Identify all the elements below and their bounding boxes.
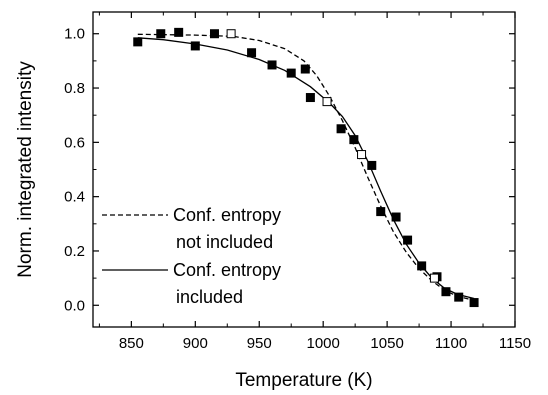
filled-square-point: [349, 135, 359, 145]
x-tick-label: 1150: [499, 335, 531, 352]
y-tick-label: 0.0: [64, 297, 85, 314]
x-tick-label: 1050: [370, 335, 403, 352]
filled-square-point: [441, 287, 451, 297]
filled-square-point: [174, 27, 184, 37]
plot-frame: [92, 11, 516, 328]
filled-square-point: [336, 124, 346, 134]
filled-square-point: [286, 68, 296, 78]
y-tick-label: 0.2: [64, 243, 85, 260]
y-tick-label: 0.4: [64, 189, 85, 206]
filled-square-point: [367, 160, 377, 170]
open-square-point: [322, 97, 332, 107]
filled-square-point: [454, 292, 464, 302]
filled-square-point: [305, 93, 315, 103]
y-tick-label: 0.6: [64, 134, 85, 151]
x-tick-label: 850: [119, 335, 144, 352]
x-tick-label: 950: [247, 335, 272, 352]
x-tick-label: 1100: [435, 335, 467, 352]
open-square-point: [357, 150, 367, 160]
filled-square-point: [417, 261, 427, 271]
filled-square-point: [300, 64, 310, 74]
y-axis-label: Norm. integrated intensity: [15, 61, 36, 278]
filled-square-point: [469, 298, 479, 308]
axes-layer: 850 900 950 1000 1050 1100 1150 0.0 0.2 0.4 0.6 0.8…: [64, 11, 531, 352]
points-layer: [133, 27, 479, 308]
legend-label: Conf. entropy: [173, 205, 281, 225]
open-square-point: [226, 29, 236, 39]
legend-label: Conf. entropy: [173, 260, 281, 280]
filled-square-point: [376, 207, 386, 217]
x-tick-label: 900: [183, 335, 208, 352]
filled-square-point: [247, 48, 257, 58]
y-tick-label: 1.0: [64, 26, 85, 43]
filled-square-point: [209, 29, 219, 39]
filled-square-point: [267, 60, 277, 70]
legend-label: not included: [176, 232, 273, 252]
filled-square-point: [156, 29, 166, 39]
filled-square-point: [133, 37, 143, 47]
legend: Conf. entropy not included Conf. entropy in…: [102, 205, 281, 307]
x-axis-label: Temperature (K): [235, 370, 372, 391]
open-square-point: [429, 273, 439, 283]
filled-square-point: [190, 41, 200, 51]
x-tick-label: 1000: [306, 335, 339, 352]
filled-square-point: [391, 212, 401, 222]
legend-label: included: [176, 287, 243, 307]
y-tick-label: 0.8: [64, 80, 85, 97]
filled-square-point: [403, 235, 413, 245]
